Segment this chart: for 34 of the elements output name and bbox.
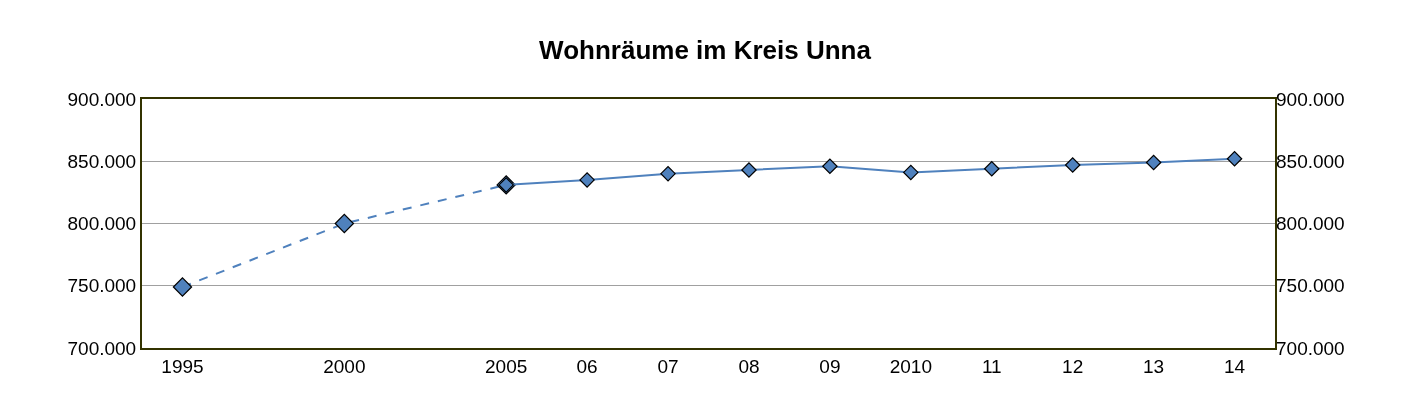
x-tick-label: 09 (819, 355, 841, 377)
point (984, 160, 1000, 177)
point (660, 165, 676, 182)
x-tick-label: 07 (657, 355, 679, 377)
y-tick-label: 800.000 (67, 213, 137, 235)
x-tick-label: 13 (1143, 355, 1165, 377)
y2-tick-label: 800.000 (1276, 213, 1345, 235)
y2-tick-label: 900.000 (1276, 88, 1345, 110)
y2-tick-label: 750.000 (1276, 275, 1345, 297)
y2-tick-label: 700.000 (1276, 337, 1345, 359)
point (903, 164, 919, 181)
x-tick-label: 11 (981, 355, 1002, 377)
x-tick-label: 14 (1223, 355, 1246, 377)
point (579, 172, 595, 188)
x-tick-label: 2010 (889, 355, 932, 377)
y-tick-label: 700.000 (67, 337, 137, 359)
point (1145, 154, 1162, 171)
point (822, 158, 838, 174)
x-tick-label: 1995 (161, 355, 204, 377)
point (1064, 157, 1081, 173)
y-tick-label: 900.000 (67, 88, 137, 110)
chart-title: Wohnräume im Kreis Unna (539, 35, 872, 66)
y2-tick-label: 850.000 (1276, 150, 1345, 172)
x-tick-label: 2005 (485, 355, 528, 377)
y-tick-label: 850.000 (67, 150, 137, 172)
point (741, 162, 757, 178)
point (1226, 151, 1243, 167)
x-tick-label: 06 (576, 355, 598, 377)
x-tick-label: 2000 (323, 355, 366, 377)
point (172, 277, 193, 297)
x-tick-label: 12 (1062, 355, 1084, 377)
point (334, 213, 355, 234)
y-tick-label: 750.000 (67, 275, 137, 297)
x-tick-label: 08 (738, 355, 760, 377)
